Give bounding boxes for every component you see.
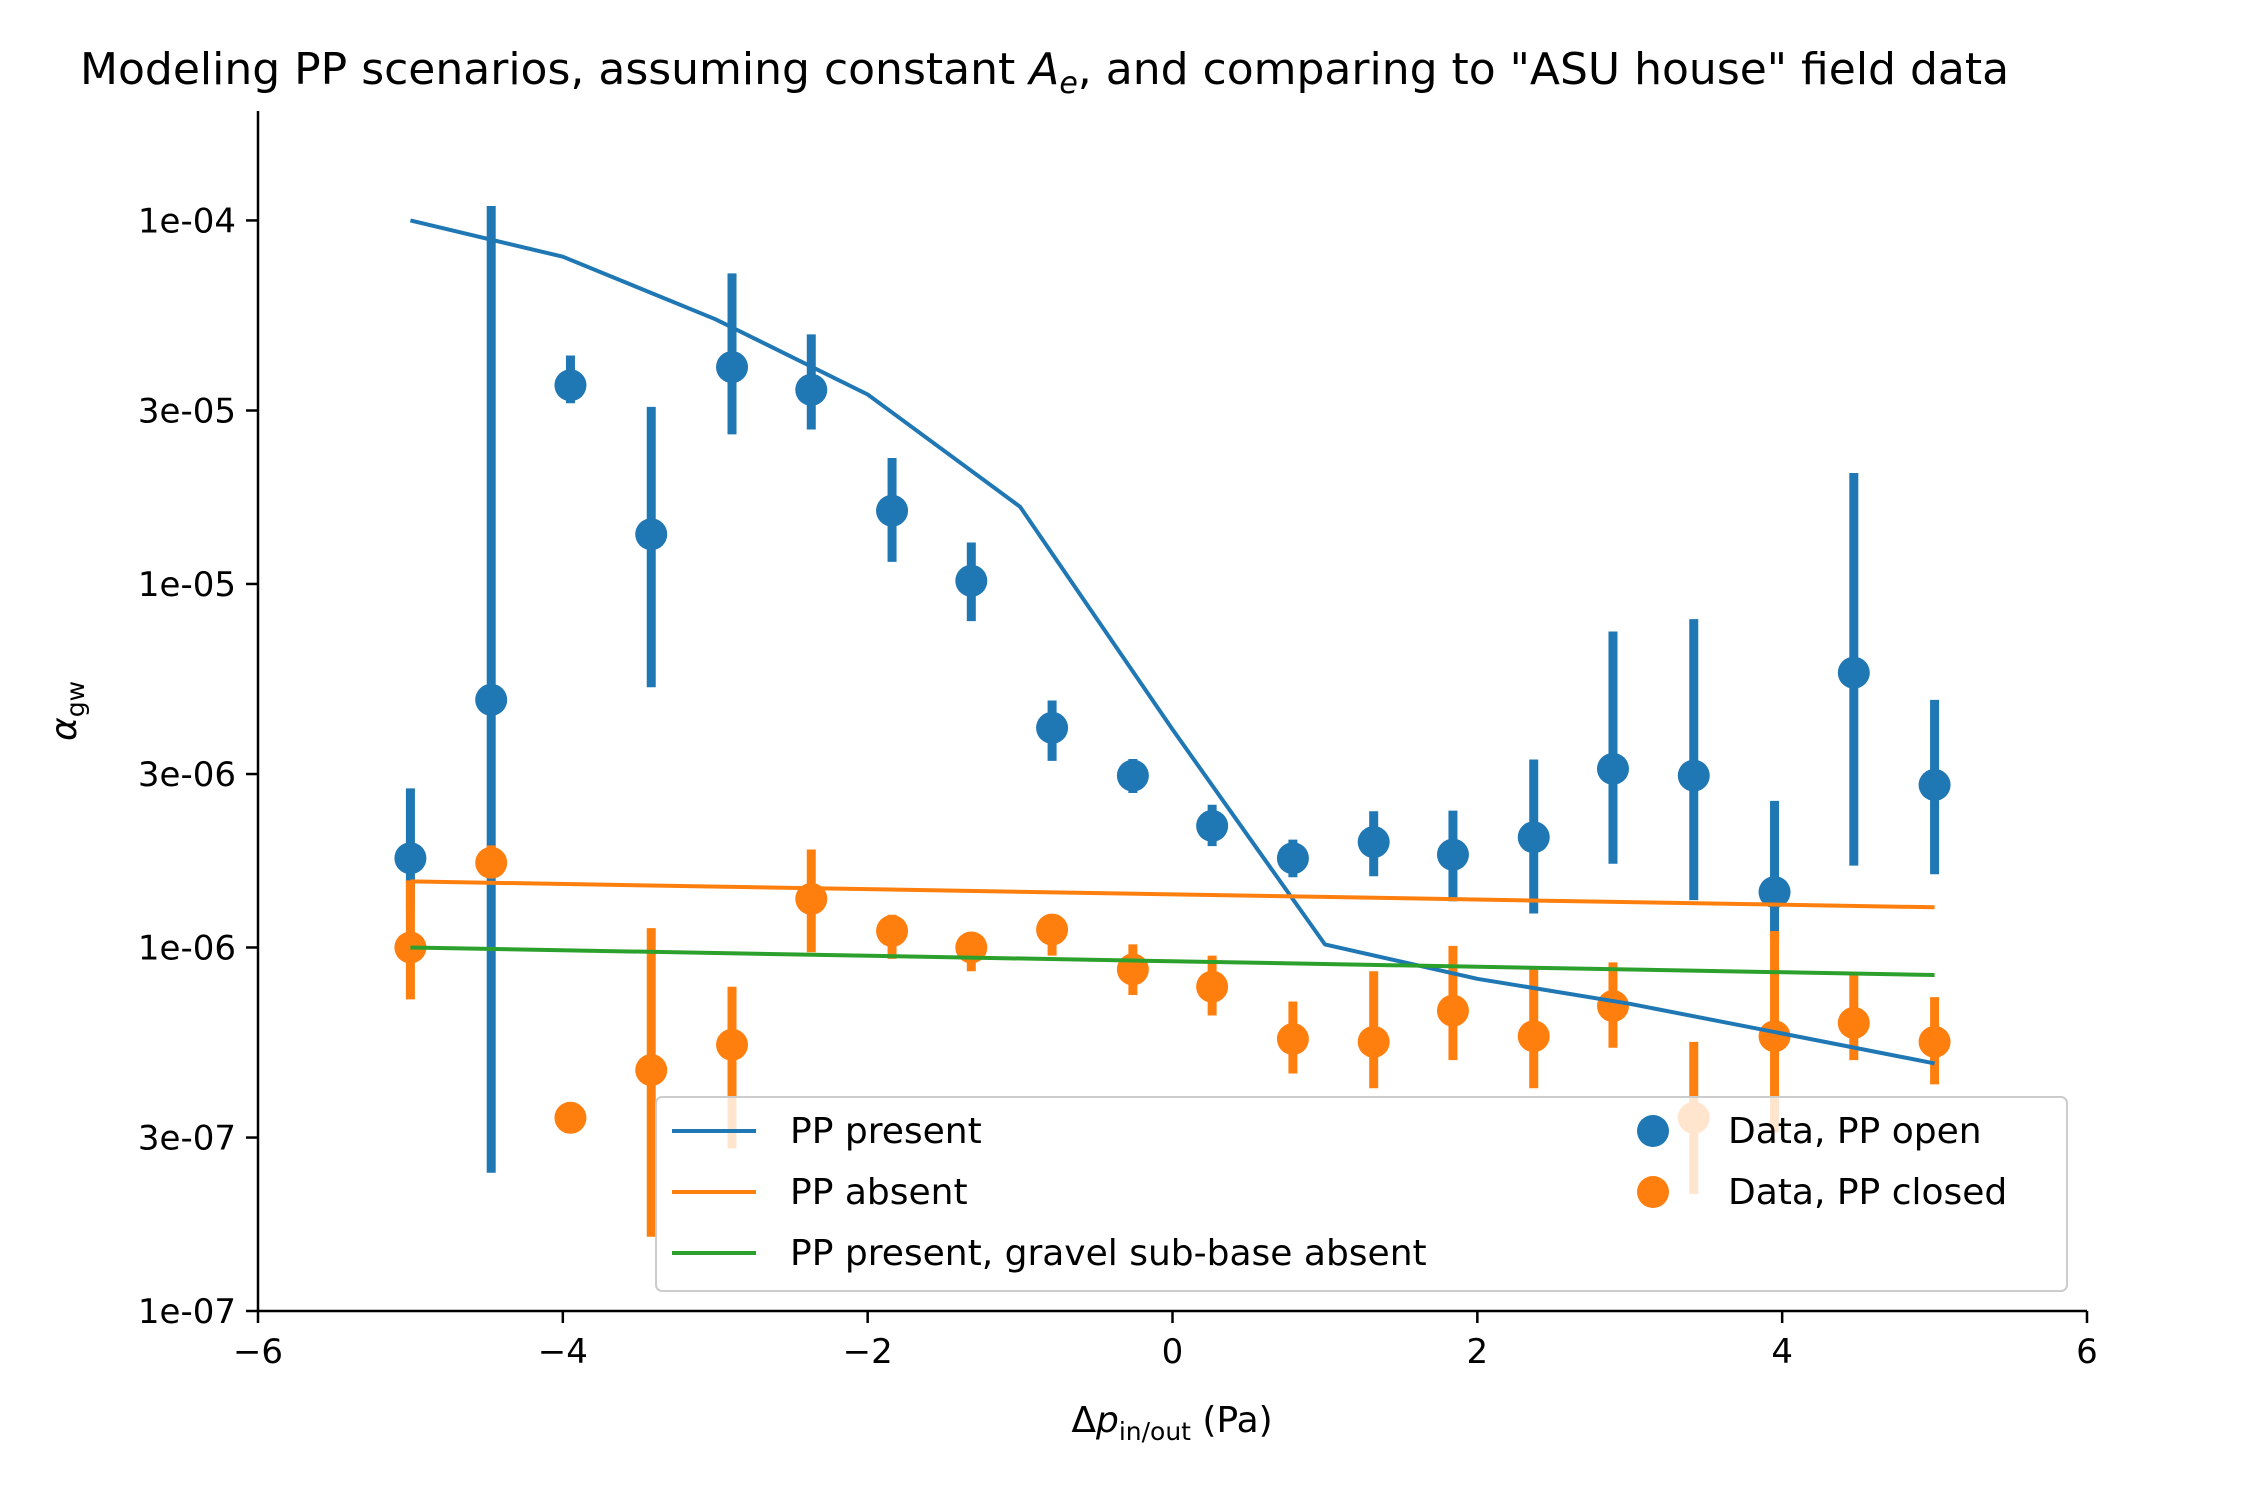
y-axis-label: αgw — [44, 681, 90, 741]
legend-label-pp-present: PP present — [790, 1111, 982, 1152]
y-tick-label: 1e-06 — [138, 928, 236, 968]
legend-marker-data-open — [1637, 1115, 1669, 1147]
y-tick-label: 1e-05 — [138, 565, 236, 605]
x-axis-ticks: −6 −4 −2 0 2 4 6 — [233, 1311, 2098, 1372]
chart-title: Modeling PP scenarios, assuming constant… — [80, 44, 2009, 101]
legend-label-data-open: Data, PP open — [1728, 1111, 1982, 1152]
data-point — [394, 842, 427, 875]
data-point — [1517, 1020, 1550, 1053]
chart-title-part: Modeling PP scenarios, assuming constant — [80, 44, 1029, 95]
legend-frame — [655, 1096, 2068, 1292]
chart-title-symbol: A — [1026, 44, 1059, 95]
x-axis-label-part: Δ — [1071, 1400, 1096, 1441]
y-tick-label: 1e-07 — [138, 1292, 236, 1332]
y-tick-label: 3e-05 — [138, 392, 236, 432]
x-tick-label: −6 — [233, 1332, 283, 1372]
x-tick-label: 6 — [2076, 1332, 2098, 1372]
legend-label-data-closed: Data, PP closed — [1728, 1172, 2007, 1213]
data-point — [1436, 838, 1469, 871]
chart-title-subscript: e — [1059, 66, 1077, 101]
x-tick-label: 0 — [1162, 1332, 1184, 1372]
data-point — [1357, 826, 1390, 859]
x-tick-label: −2 — [843, 1332, 893, 1372]
y-axis-label-symbol: α — [44, 717, 85, 741]
data-point — [1276, 1023, 1309, 1056]
data-point — [1036, 711, 1069, 744]
data-point — [635, 518, 668, 551]
line-pp-present — [409, 218, 1935, 1066]
x-axis-label-symbol: p — [1095, 1400, 1119, 1441]
legend-label-pp-absent: PP absent — [790, 1172, 968, 1213]
scatter-series-pp-closed — [394, 845, 1951, 1237]
data-point — [1758, 876, 1791, 909]
scatter-series-pp-open — [394, 206, 1951, 1173]
data-point — [1196, 970, 1229, 1003]
data-point — [1436, 994, 1469, 1027]
data-point — [1596, 752, 1629, 785]
plot-area — [394, 206, 1951, 1237]
data-point — [955, 564, 988, 597]
line-gravel-absent — [410, 945, 1935, 977]
data-point — [876, 915, 909, 948]
legend: PP present PP absent PP present, gravel … — [655, 1096, 2068, 1292]
data-point — [1036, 913, 1069, 946]
data-point — [876, 494, 909, 527]
data-point — [716, 351, 749, 384]
data-point — [635, 1054, 668, 1087]
data-point — [1677, 759, 1710, 792]
data-point — [1918, 768, 1951, 801]
data-point — [1116, 953, 1149, 986]
data-point — [716, 1028, 749, 1061]
data-point — [475, 683, 508, 716]
x-tick-label: −4 — [538, 1332, 588, 1372]
x-axis-label-subscript: in/out — [1119, 1417, 1191, 1446]
data-point — [1357, 1025, 1390, 1058]
data-point — [1276, 842, 1309, 875]
y-tick-label: 1e-04 — [138, 201, 236, 241]
chart-title-part: , and comparing to "ASU house" field dat… — [1078, 44, 2009, 95]
data-point — [475, 846, 508, 879]
data-point — [1517, 821, 1550, 854]
data-point — [1116, 759, 1149, 792]
x-tick-label: 4 — [1771, 1332, 1793, 1372]
y-axis-ticks: 1e-07 3e-07 1e-06 3e-06 1e-05 3e-05 1e-04 — [138, 201, 258, 1332]
x-axis-label-part: (Pa) — [1191, 1400, 1273, 1441]
x-axis-label: Δpin/out (Pa) — [1071, 1400, 1272, 1446]
data-point — [1758, 1020, 1791, 1053]
data-point — [1596, 990, 1629, 1023]
y-tick-label: 3e-07 — [138, 1119, 236, 1159]
data-point — [554, 369, 587, 402]
data-point — [1837, 1006, 1870, 1039]
legend-label-gravel-absent: PP present, gravel sub-base absent — [790, 1233, 1427, 1274]
x-tick-label: 2 — [1467, 1332, 1489, 1372]
data-point — [1837, 656, 1870, 689]
data-point — [1196, 809, 1229, 842]
data-point — [1918, 1025, 1951, 1058]
y-tick-label: 3e-06 — [138, 755, 236, 795]
data-point — [554, 1101, 587, 1134]
legend-marker-data-closed — [1637, 1176, 1669, 1208]
data-point — [795, 882, 828, 915]
data-point — [795, 373, 828, 406]
y-axis-label-subscript: gw — [61, 681, 90, 717]
line-pp-absent — [410, 879, 1935, 910]
